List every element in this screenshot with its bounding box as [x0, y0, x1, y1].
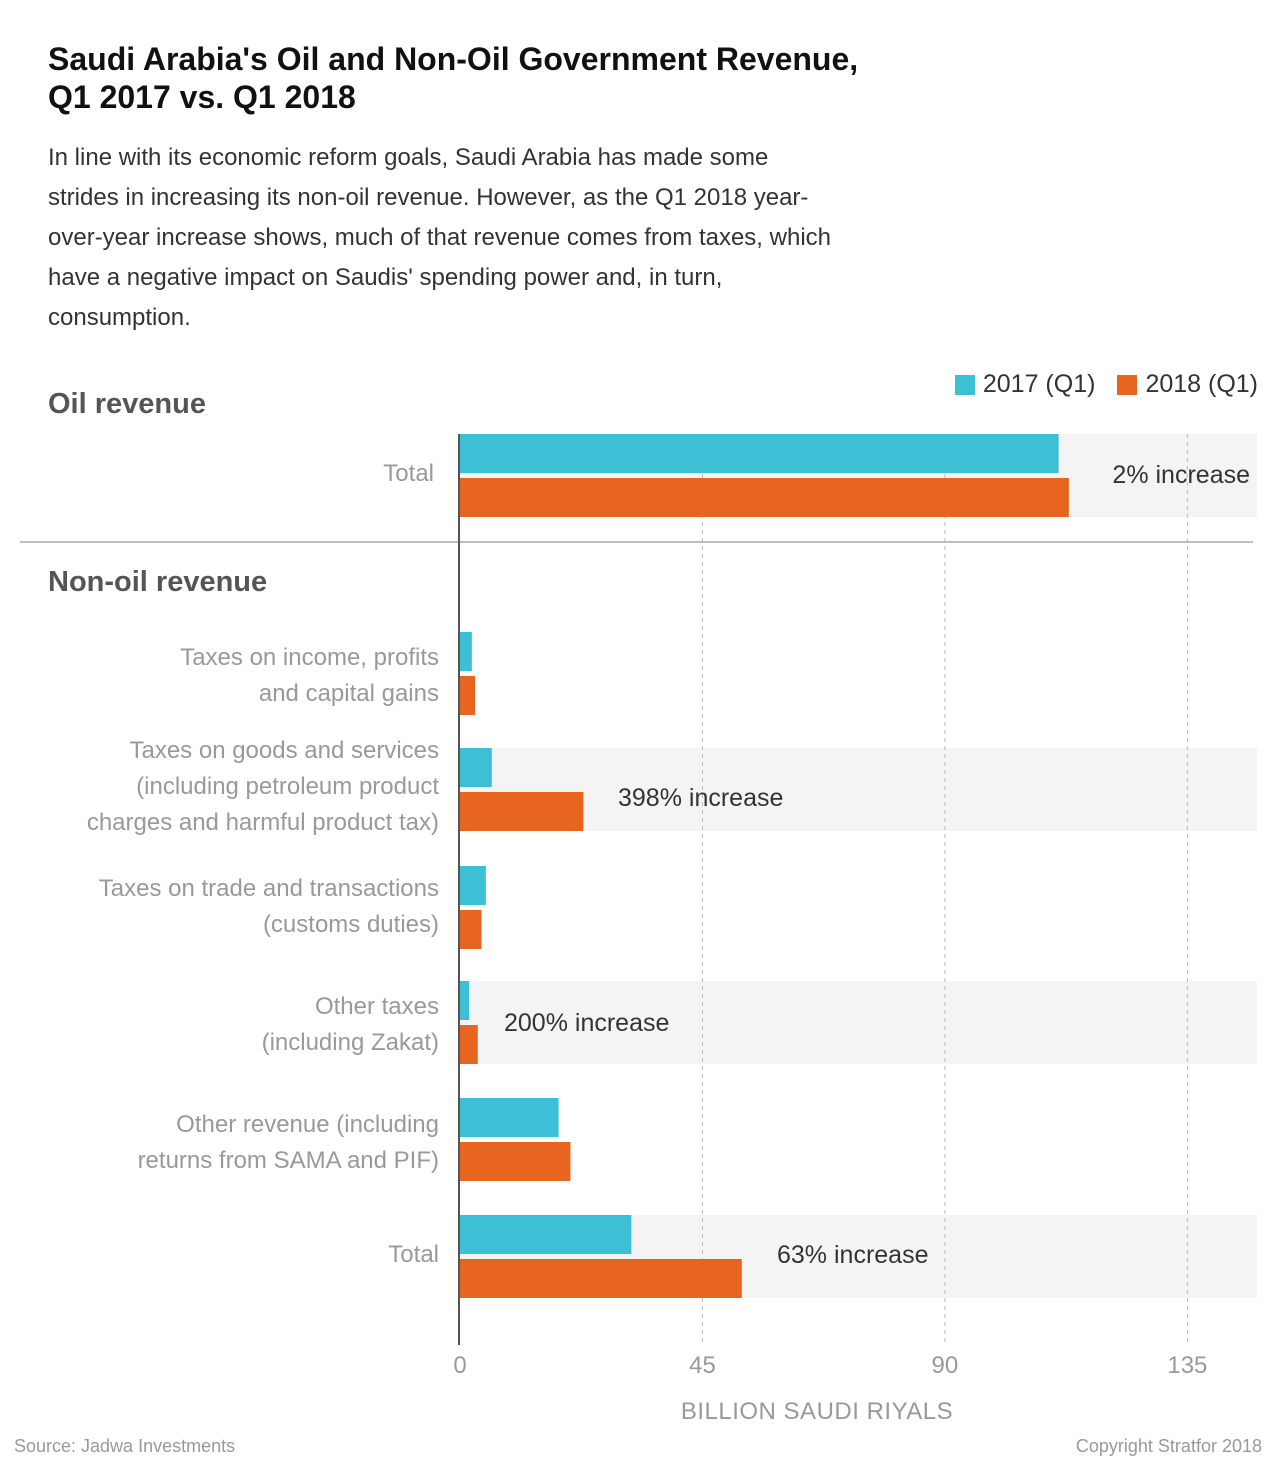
- category-label-line: Taxes on trade and transactions: [98, 875, 439, 902]
- category-label-non-oil-total: Total: [388, 1237, 439, 1273]
- source-note: Source: Jadwa Investments: [14, 1436, 236, 1456]
- annotation-other-taxes: 200% increase: [504, 1009, 670, 1037]
- annotation-non-oil-total: 63% increase: [777, 1241, 929, 1269]
- row-band-4: [460, 981, 1257, 1064]
- category-label-line: Taxes on income, profits: [180, 644, 439, 671]
- legend-swatch-2017: [954, 374, 975, 395]
- x-tick-label-45: 45: [689, 1352, 716, 1379]
- category-label-line: returns from SAMA and PIF): [137, 1147, 439, 1174]
- legend-label-2017: 2017 (Q1): [982, 370, 1096, 398]
- bar-2017-2: [460, 748, 492, 787]
- legend-swatch-2018: [1117, 374, 1138, 395]
- x-tick-label-90: 90: [931, 1352, 959, 1379]
- section-label-non-oil: Non-oil revenue: [48, 566, 268, 598]
- chart-subtitle: In line with its economic reform goals, …: [48, 144, 831, 331]
- legend-label-2018: 2018 (Q1): [1145, 370, 1258, 398]
- bar-2017-1: [460, 632, 472, 671]
- category-label-trade-taxes: Taxes on trade and transactions (customs …: [99, 871, 439, 943]
- x-axis-label: BILLION SAUDI RIYALS: [680, 1398, 954, 1425]
- bar-2017-6: [460, 1215, 632, 1254]
- copyright-note: Copyright Stratfor 2018: [1075, 1436, 1262, 1456]
- legend-item-2017: 2017 (Q1): [954, 370, 1096, 399]
- category-label-line: (including petroleum product: [136, 773, 439, 800]
- category-label-other-taxes: Other taxes (including Zakat): [262, 989, 439, 1061]
- category-label-line: Taxes on goods and services: [129, 737, 439, 764]
- category-label-income-taxes: Taxes on income, profits and capital gain…: [180, 640, 439, 712]
- category-label-line: (including Zakat): [261, 1029, 439, 1056]
- bar-2018-0: [460, 478, 1069, 517]
- bar-2018-4: [460, 1025, 478, 1064]
- category-label-other-revenue: Other revenue (including returns from SAM…: [138, 1107, 439, 1179]
- bar-2018-1: [460, 676, 476, 715]
- chart-title: Saudi Arabia's Oil and Non-Oil Governmen…: [48, 41, 859, 115]
- category-label-line: (customs duties): [262, 911, 439, 938]
- category-label-goods-services-taxes: Taxes on goods and services (including pe…: [87, 733, 439, 841]
- bar-2018-3: [460, 910, 482, 949]
- bar-2018-6: [460, 1259, 742, 1298]
- category-label-line: charges and harmful product tax): [86, 809, 439, 836]
- section-label-oil: Oil revenue: [48, 388, 206, 420]
- bar-2018-2: [460, 792, 584, 831]
- x-tick-label-135: 135: [1167, 1352, 1208, 1379]
- legend: 2017 (Q1) 2018 (Q1): [933, 370, 1258, 399]
- bar-2017-4: [460, 981, 470, 1020]
- category-label-line: and capital gains: [258, 680, 439, 707]
- bar-2017-3: [460, 866, 486, 905]
- row-band-2: [460, 748, 1257, 831]
- category-label-line: Total: [388, 1241, 439, 1268]
- category-label-line: Other taxes: [314, 993, 439, 1020]
- annotation-goods-services: 398% increase: [618, 784, 784, 812]
- legend-item-2018: 2018 (Q1): [1117, 370, 1258, 399]
- category-label-oil-total: Total: [383, 456, 434, 492]
- bar-2017-0: [460, 434, 1059, 473]
- bar-2017-5: [460, 1098, 559, 1137]
- category-label-line: Other revenue (including: [176, 1111, 439, 1138]
- x-tick-label-0: 0: [453, 1352, 467, 1379]
- category-label-line: Total: [383, 460, 434, 487]
- annotation-oil-total: 2% increase: [1112, 461, 1250, 489]
- bar-2018-5: [460, 1142, 571, 1181]
